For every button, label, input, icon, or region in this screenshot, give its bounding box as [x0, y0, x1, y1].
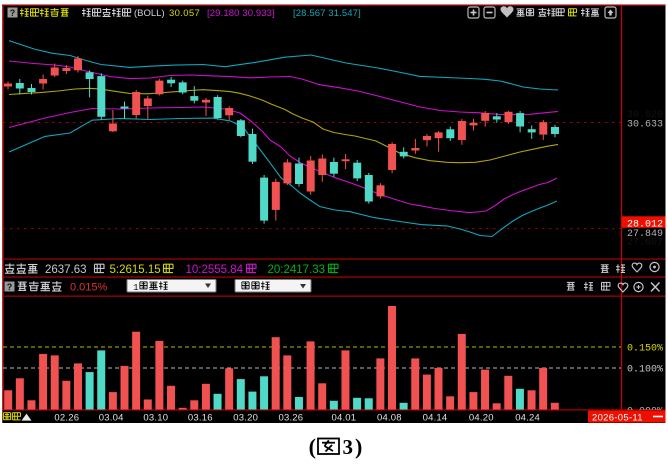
- svg-text:02.26: 02.26: [54, 412, 79, 423]
- svg-text:[29.180 30.933]: [29.180 30.933]: [207, 8, 275, 19]
- svg-text:30.629: 30.629: [627, 110, 663, 121]
- svg-text:27.849: 27.849: [627, 229, 663, 240]
- svg-text:03.10: 03.10: [143, 412, 168, 423]
- svg-text:10:2555.84: 10:2555.84: [186, 264, 244, 276]
- svg-text:04.20: 04.20: [469, 412, 494, 423]
- svg-text:04.24: 04.24: [515, 412, 540, 423]
- svg-text:20:2417.33: 20:2417.33: [268, 264, 326, 276]
- svg-text:2637.63: 2637.63: [45, 264, 87, 276]
- svg-text:?: ?: [10, 8, 16, 18]
- svg-text:03.16: 03.16: [188, 412, 213, 423]
- svg-text:): ): [355, 434, 362, 459]
- svg-text:3: 3: [343, 435, 354, 459]
- svg-text:03.04: 03.04: [99, 412, 124, 423]
- svg-text:2026-05-11: 2026-05-11: [592, 412, 643, 423]
- svg-text:[28.567 31.547]: [28.567 31.547]: [293, 8, 361, 19]
- svg-text:(: (: [309, 434, 316, 459]
- svg-text:27.607: 27.607: [627, 238, 663, 249]
- svg-text:04.08: 04.08: [377, 412, 402, 423]
- svg-text:30.633: 30.633: [627, 120, 663, 131]
- svg-text:0.150%: 0.150%: [627, 344, 663, 355]
- svg-text:04.01: 04.01: [332, 412, 357, 423]
- svg-text:1: 1: [133, 282, 139, 293]
- svg-text:03.26: 03.26: [279, 412, 304, 423]
- svg-text:(BOLL): (BOLL): [134, 8, 165, 19]
- svg-text:?: ?: [7, 282, 13, 292]
- svg-text:0.000%: 0.000%: [627, 407, 663, 418]
- svg-text:30.057: 30.057: [169, 8, 200, 19]
- svg-text:0.015%: 0.015%: [70, 282, 108, 294]
- svg-text:04.14: 04.14: [423, 412, 448, 423]
- svg-text:0.100%: 0.100%: [627, 365, 663, 376]
- svg-text:28.012: 28.012: [627, 219, 663, 230]
- svg-text:03.20: 03.20: [233, 412, 258, 423]
- svg-text:5:2615.15: 5:2615.15: [110, 264, 161, 276]
